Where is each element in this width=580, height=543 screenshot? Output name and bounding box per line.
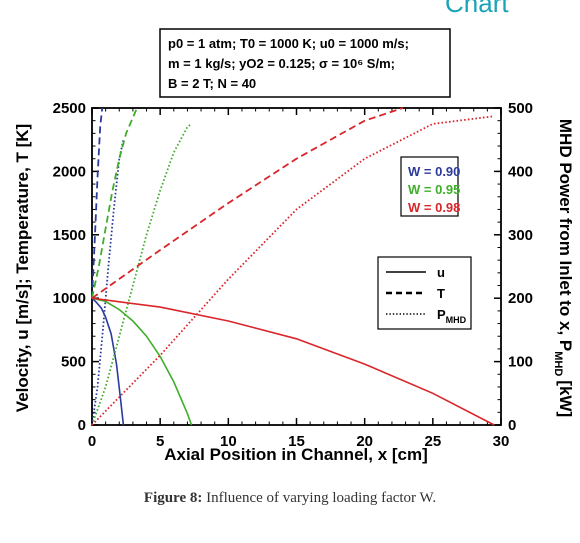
x-tick-label: 20 [356, 433, 373, 450]
series-line-090-p [91, 139, 125, 426]
style-legend-label: T [437, 286, 445, 301]
conditions-line-3: B = 2 T; N = 40 [168, 76, 256, 91]
loading-legend-entry: W = 0.95 [408, 182, 460, 197]
x-tick-label: 15 [288, 433, 305, 450]
conditions-box [159, 28, 451, 98]
y-left-tick-label: 2500 [53, 100, 86, 117]
x-tick-label: 0 [88, 433, 96, 450]
style-legend-label: u [437, 265, 445, 280]
series-line-098-p [91, 115, 495, 426]
style-legend-label: PMHD [437, 307, 467, 325]
y-left-tick-label: 500 [61, 354, 86, 371]
loading-legend-entry: W = 0.98 [408, 200, 460, 215]
y-right-axis-label-sub: MHD [552, 351, 564, 376]
y-right-tick-label: 500 [508, 100, 533, 117]
x-tick-label: 5 [156, 433, 164, 450]
x-tick-label: 25 [424, 433, 441, 450]
y-left-axis-label: Velocity, u [m/s]; Temperature, T [K] [13, 124, 32, 412]
series-line-098-t [91, 107, 404, 299]
y-right-tick-label: 0 [508, 417, 516, 434]
y-left-tick-label: 1500 [53, 227, 86, 244]
series-line-095-t [91, 107, 138, 299]
header-fragment: Chart [445, 0, 509, 18]
style-legend-label-main: P [437, 307, 446, 322]
style-legend-label-main: T [437, 286, 445, 301]
x-tick-label: 30 [493, 433, 510, 450]
x-tick-label: 10 [220, 433, 237, 450]
caption-text: Influence of varying loading factor W. [206, 490, 437, 506]
y-left-tick-label: 2000 [53, 163, 86, 180]
loading-legend: W = 0.90 W = 0.95 W = 0.98 [408, 164, 460, 215]
y-right-axis-label: MHD Power from Inlet to x, PMHD [kW] [552, 119, 575, 417]
x-axis-label: Axial Position in Channel, x [cm] [164, 445, 428, 464]
y-right-tick-label: 100 [508, 354, 533, 371]
style-legend-box [377, 256, 472, 330]
series-line-095-u [91, 297, 193, 426]
series-line-095-p [91, 123, 193, 426]
y-right-tick-label: 400 [508, 163, 533, 180]
caption-label: Figure 8: [143, 490, 203, 506]
y-right-tick-label: 300 [508, 227, 533, 244]
y-right-tick-label: 200 [508, 290, 533, 307]
conditions-line-2: m = 1 kg/s; yO2 = 0.125; σ = 10⁶ S/m; [168, 56, 395, 71]
conditions-line-1: p0 = 1 atm; T0 = 1000 K; u0 = 1000 m/s; [168, 36, 409, 51]
chart: Chart p0 = 1 atm; T0 = 1000 K; u0 = 1000… [13, 0, 575, 464]
loading-legend-box [400, 156, 459, 217]
style-legend-label-sub: MHD [446, 315, 467, 325]
y-right-axis-label-main: MHD Power from Inlet to x, P [556, 119, 575, 351]
loading-legend-entry: W = 0.90 [408, 164, 460, 179]
figure-caption: Figure 8: Influence of varying loading f… [0, 490, 580, 507]
series-line-090-t [91, 107, 104, 299]
style-legend-label-main: u [437, 265, 445, 280]
y-right-axis-label-unit: [kW] [556, 380, 575, 417]
series-line-098-u [91, 297, 495, 426]
series-line-090-u [91, 297, 125, 426]
ticks: 0 5 10 15 20 25 300500100015002000250001002003… [53, 100, 533, 450]
series-layer [91, 107, 495, 426]
y-left-tick-label: 0 [78, 417, 86, 434]
y-left-tick-label: 1000 [53, 290, 86, 307]
